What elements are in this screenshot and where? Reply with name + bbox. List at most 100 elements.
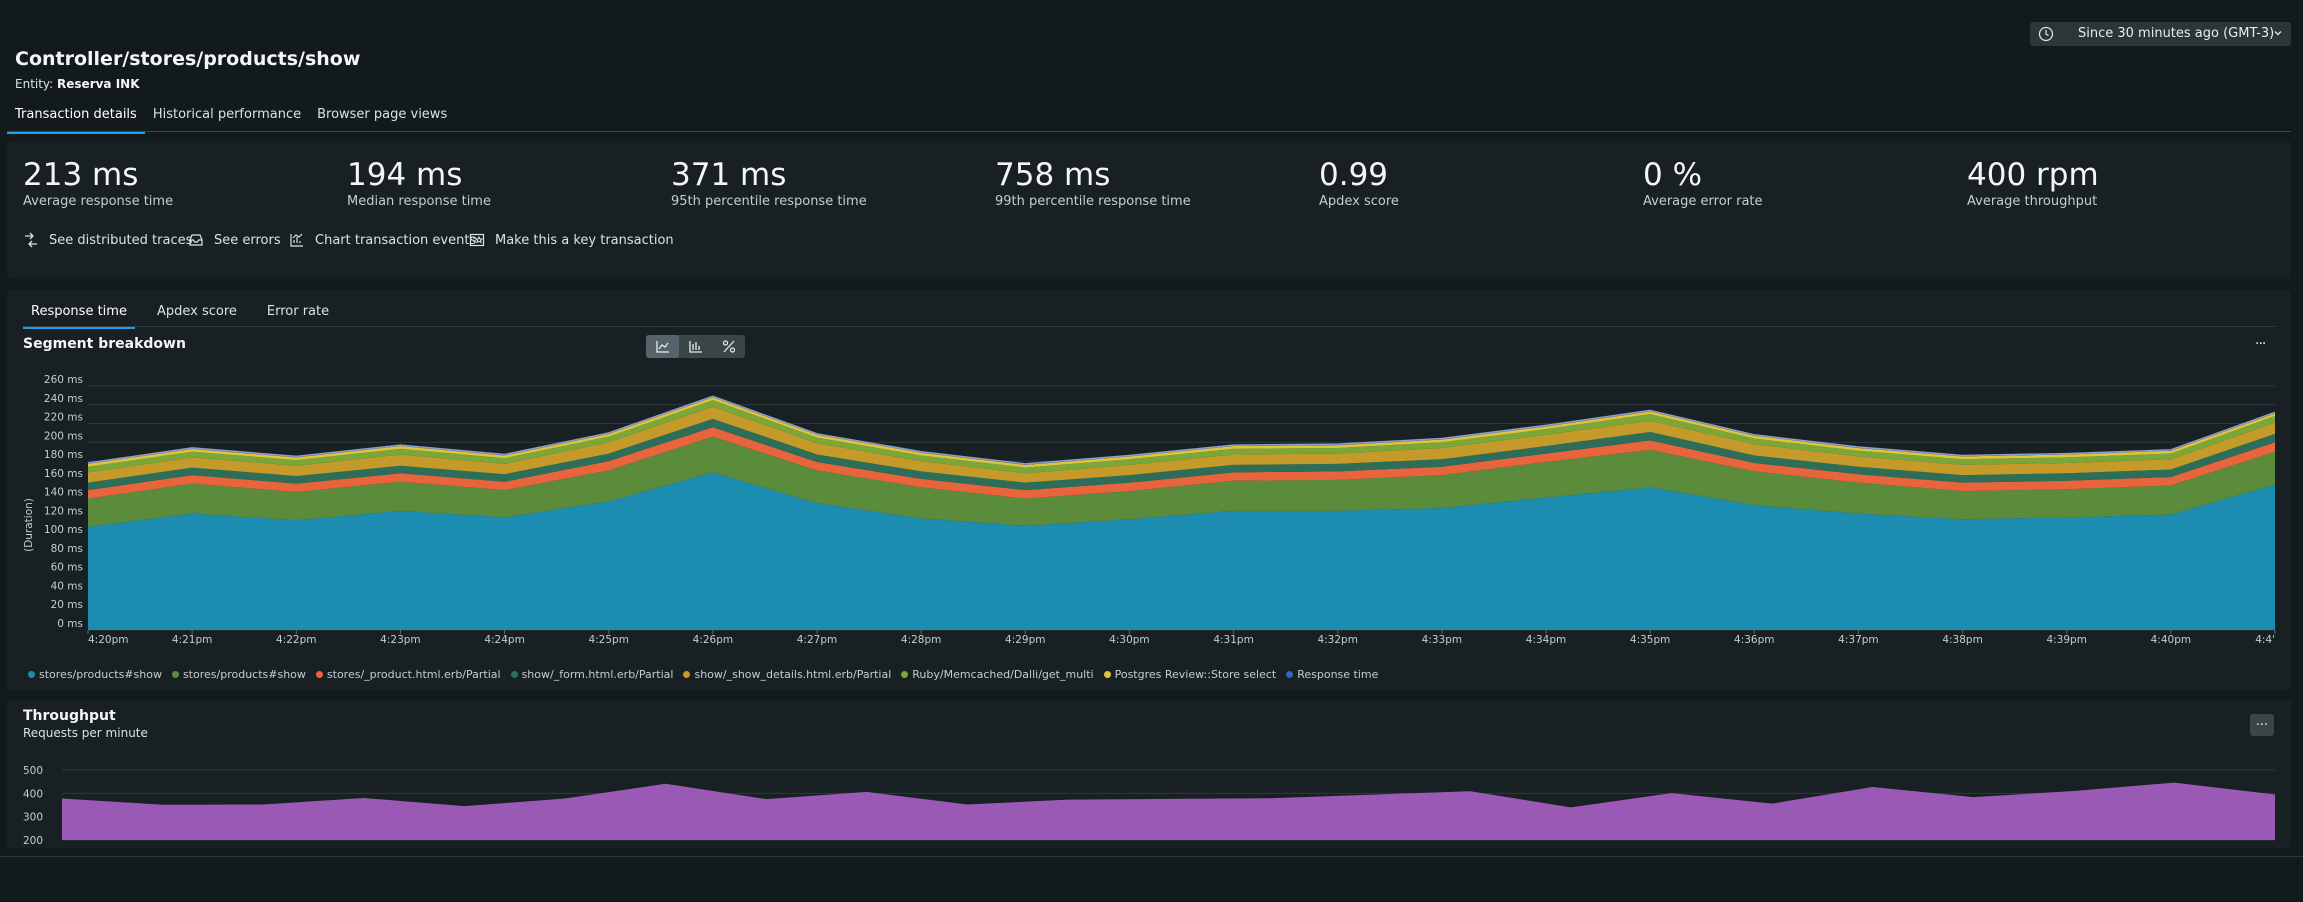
legend-swatch	[1286, 671, 1294, 678]
x-tick-label: 4:35pm	[1630, 634, 1670, 646]
legend-item[interactable]: Response time	[1286, 668, 1378, 681]
chevron-down-icon	[2272, 27, 2284, 43]
area-chart-icon	[655, 341, 669, 353]
metric-label: Median response time	[347, 194, 491, 209]
series-area[interactable]	[88, 436, 2275, 527]
series-area[interactable]	[88, 400, 2275, 474]
x-tick-label: 4:20pm	[88, 634, 128, 646]
bar-chart-icon	[688, 341, 702, 353]
legend-swatch	[315, 671, 323, 678]
tab-apdex-score[interactable]: Apdex score	[156, 304, 237, 319]
metric-value: 213 ms	[23, 157, 139, 193]
chart-icon	[290, 233, 303, 247]
chart-type-toggle	[646, 335, 745, 358]
legend-item[interactable]: show/_show_details.html.erb/Partial	[683, 668, 891, 681]
x-tick-label: 4:40pm	[2151, 634, 2191, 646]
y-tick-label: 60 ms	[51, 562, 83, 574]
legend-swatch	[510, 671, 518, 678]
legend-label: show/_form.html.erb/Partial	[521, 668, 674, 681]
action-label: Chart transaction events	[315, 232, 477, 248]
y-tick-label: 200	[23, 835, 43, 847]
entity-line: Entity: Reserva INK	[15, 77, 140, 91]
series-line	[87, 395, 2276, 465]
series-area[interactable]	[88, 418, 2275, 491]
tab-error-rate[interactable]: Error rate	[266, 304, 330, 319]
x-tick-label: 4:32pm	[1317, 634, 1357, 646]
y-tick-label: 20 ms	[51, 599, 83, 611]
segment-chart-menu-button[interactable]: ···	[2255, 336, 2266, 352]
metric-p99-response: 758 ms 99th percentile response time	[995, 157, 1191, 209]
x-tick-label: 4:25pm	[588, 634, 628, 646]
x-tick-label: 4:36pm	[1734, 634, 1774, 646]
throughput-chart-menu-button[interactable]: ···	[2250, 714, 2274, 736]
inbox-icon	[189, 234, 203, 246]
series-area[interactable]	[88, 427, 2275, 499]
tab-browser-page-views[interactable]: Browser page views	[317, 107, 448, 122]
y-tick-label: 400	[23, 788, 43, 800]
series-area[interactable]	[88, 472, 2275, 630]
tab-response-time[interactable]: Response time	[23, 300, 135, 329]
legend-item[interactable]: Ruby/Memcached/Dalli/get_multi	[901, 668, 1094, 681]
action-label: See errors	[214, 232, 281, 248]
metric-p95-response: 371 ms 95th percentile response time	[671, 157, 867, 209]
y-tick-label: 240 ms	[44, 393, 83, 405]
see-errors-link[interactable]: See errors	[188, 232, 281, 248]
legend-item[interactable]: stores/products#show	[171, 668, 306, 681]
throughput-area[interactable]	[62, 782, 2275, 840]
x-tick-label: 4:27pm	[797, 634, 837, 646]
summary-panel	[7, 141, 2291, 279]
x-tick-label: 4:38pm	[1942, 634, 1982, 646]
action-label: Make this a key transaction	[495, 232, 674, 248]
y-tick-label: 160 ms	[44, 468, 83, 480]
x-tick-label: 4:34pm	[1526, 634, 1566, 646]
percent-icon	[722, 340, 735, 353]
key-transaction-icon	[469, 233, 485, 247]
x-tick-label: 4:28pm	[901, 634, 941, 646]
bar-chart-toggle[interactable]	[679, 335, 712, 358]
legend-label: Response time	[1297, 668, 1379, 681]
chart-transaction-events-link[interactable]: Chart transaction events	[289, 232, 476, 248]
metric-label: Average response time	[23, 194, 174, 209]
make-key-transaction-link[interactable]: Make this a key transaction	[469, 232, 674, 248]
legend-swatch	[901, 671, 909, 678]
entity-name-link[interactable]: Reserva INK	[57, 77, 140, 91]
legend-item[interactable]: stores/_product.html.erb/Partial	[315, 668, 501, 681]
series-area[interactable]	[88, 397, 2275, 468]
segment-breakdown-title: Segment breakdown	[23, 336, 186, 352]
tab-transaction-details[interactable]: Transaction details	[7, 104, 145, 134]
segment-breakdown-chart: 0 ms 20 ms 40 ms 60 ms 80 ms 100 ms 120 ms 140 …	[23, 375, 2276, 646]
legend-item[interactable]: stores/products#show	[28, 668, 162, 681]
see-distributed-traces-link[interactable]: See distributed traces	[23, 232, 192, 248]
legend-label: Ruby/Memcached/Dalli/get_multi	[912, 668, 1094, 681]
legend-swatch	[171, 671, 179, 678]
y-tick-label: 260 ms	[44, 375, 83, 386]
tab-historical-performance[interactable]: Historical performance	[152, 107, 302, 122]
legend-swatch	[28, 671, 35, 678]
legend-item[interactable]: show/_form.html.erb/Partial	[510, 668, 674, 681]
metric-label: Average throughput	[1967, 194, 2098, 209]
throughput-subtitle: Requests per minute	[23, 726, 148, 740]
time-range-picker[interactable]: Since 30 minutes ago (GMT-3)	[2030, 22, 2291, 46]
x-tick-label: 4:26pm	[693, 634, 733, 646]
y-tick-label: 0 ms	[57, 618, 83, 630]
series-area[interactable]	[88, 406, 2275, 483]
series-area[interactable]	[88, 396, 2275, 465]
y-axis-label: (Duration)	[23, 498, 35, 552]
metric-median-response: 194 ms Median response time	[347, 157, 491, 209]
y-tick-label: 120 ms	[44, 505, 83, 517]
legend-item[interactable]: Postgres Review::Store select	[1103, 668, 1277, 681]
percent-chart-toggle[interactable]	[712, 335, 745, 358]
x-tick-label: 4:4'	[2255, 634, 2275, 646]
page-tabs: Transaction details Historical performan…	[7, 104, 455, 134]
metric-value: 194 ms	[347, 157, 463, 193]
legend-label: stores/products#show	[39, 668, 162, 681]
y-tick-label: 140 ms	[44, 487, 83, 499]
legend-label: Postgres Review::Store select	[1114, 668, 1277, 681]
metric-label: 95th percentile response time	[671, 194, 867, 209]
metric-value: 758 ms	[995, 157, 1111, 193]
y-tick-label: 180 ms	[44, 449, 83, 461]
y-tick-label: 40 ms	[51, 580, 83, 592]
x-tick-label: 4:31pm	[1213, 634, 1253, 646]
metric-value: 0.99	[1319, 157, 1389, 193]
area-chart-toggle[interactable]	[646, 335, 679, 358]
